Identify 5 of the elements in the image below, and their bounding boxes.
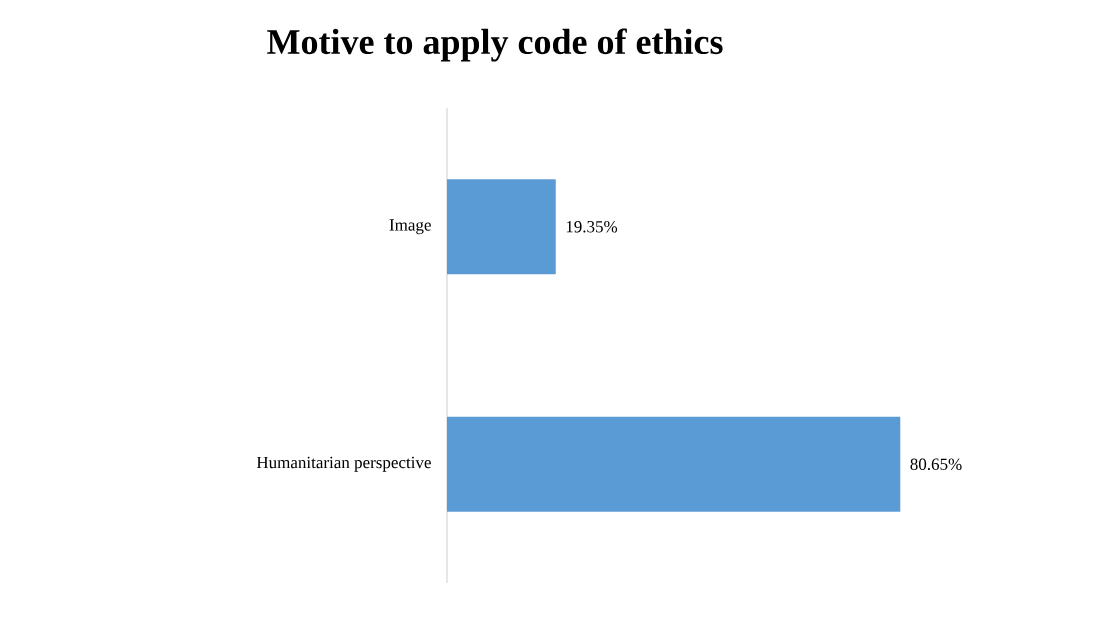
y-tick-label: Image xyxy=(389,219,431,235)
y-tick-label: Humanitarian perspective xyxy=(256,456,431,472)
chart-title: Motive to apply code of ethics xyxy=(267,28,723,62)
data-label: 80.65% xyxy=(910,458,962,471)
data-label: 19.35% xyxy=(566,220,618,233)
